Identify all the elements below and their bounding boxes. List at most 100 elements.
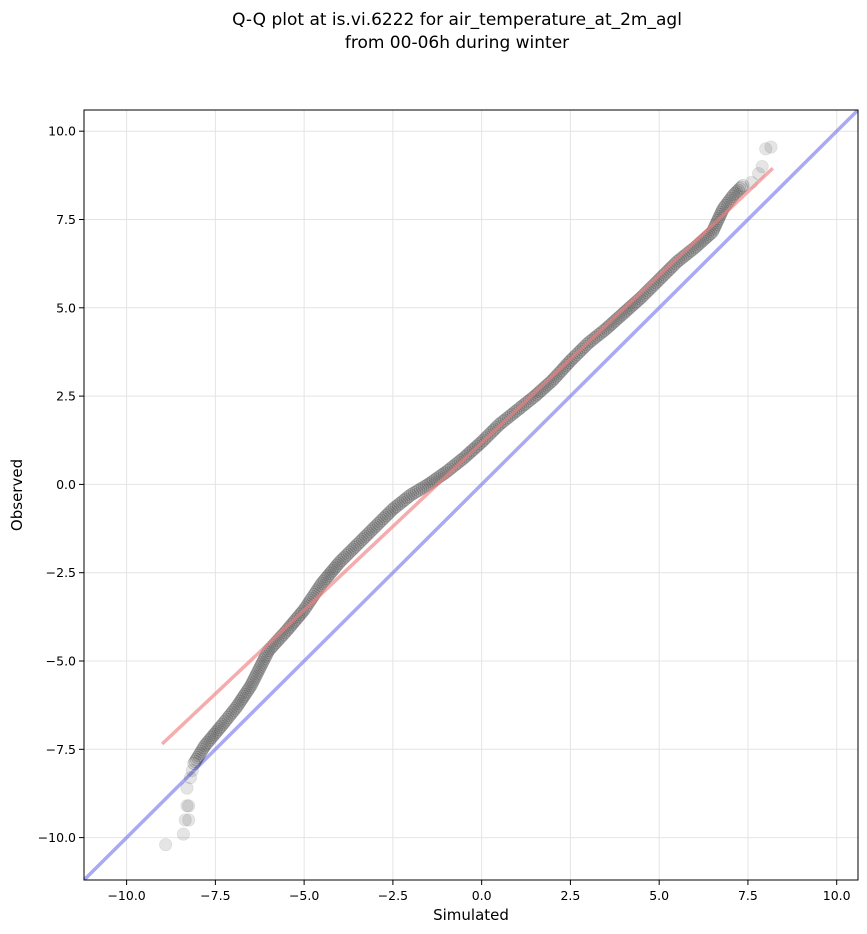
x-axis-label: Simulated — [433, 906, 509, 924]
identity-line — [84, 110, 858, 880]
quantile-point-226 — [524, 392, 538, 406]
quantile-point-358 — [728, 186, 742, 200]
quantile-point-114 — [333, 555, 347, 569]
quantile-point-103 — [318, 573, 332, 587]
tail-point-11 — [755, 159, 769, 174]
quantile-point-47 — [247, 673, 261, 687]
quantile-point-124 — [349, 539, 363, 553]
quantile-point-136 — [368, 520, 382, 534]
quantile-point-0 — [187, 756, 201, 771]
x-tick-label-6: 5.0 — [649, 888, 669, 903]
quantile-point-115 — [334, 553, 348, 568]
quantile-point-26 — [221, 710, 235, 725]
quantile-point-272 — [599, 322, 613, 336]
quantile-point-78 — [285, 617, 299, 632]
quantile-point-111 — [328, 560, 343, 574]
quantile-point-133 — [363, 525, 377, 539]
quantile-point-10 — [199, 737, 213, 751]
quantile-point-270 — [595, 325, 609, 339]
quantile-point-17 — [209, 726, 223, 740]
quantile-point-53 — [253, 661, 267, 675]
quantile-point-161 — [411, 483, 426, 497]
quantile-point-144 — [381, 507, 395, 521]
x-tick-label-3: −2.5 — [378, 888, 408, 903]
quantile-point-106 — [322, 568, 336, 582]
quantile-point-134 — [365, 523, 379, 537]
x-tick-label-2: −5.0 — [289, 888, 319, 903]
quantile-point-163 — [415, 481, 430, 495]
quantile-point-55 — [255, 657, 269, 671]
x-tick-label-8: 10.0 — [823, 888, 851, 903]
quantile-point-361 — [733, 182, 747, 196]
tail-point-1 — [176, 827, 191, 841]
quantile-point-162 — [413, 482, 428, 496]
quantile-point-58 — [258, 651, 272, 665]
y-tick-label-4: 0.0 — [56, 477, 76, 492]
quantile-point-160 — [409, 484, 424, 499]
quantile-point-22 — [215, 717, 230, 732]
quantile-point-120 — [342, 545, 356, 560]
quantile-point-140 — [374, 513, 389, 527]
quantile-point-14 — [204, 731, 219, 745]
quantile-point-9 — [198, 739, 212, 753]
quantile-point-148 — [388, 501, 402, 515]
x-tick-label-1: −7.5 — [200, 888, 230, 903]
quantile-point-143 — [379, 508, 394, 523]
quantile-point-135 — [366, 521, 381, 535]
quantile-point-3 — [191, 750, 205, 765]
quantile-point-146 — [384, 504, 398, 518]
quantile-point-132 — [362, 526, 376, 540]
quantile-point-28 — [224, 707, 238, 721]
quantile-point-316 — [670, 255, 684, 269]
y-tick-label-2: −5.0 — [46, 654, 76, 669]
quantile-point-5 — [193, 747, 207, 761]
plot-area — [84, 110, 858, 880]
quantile-point-51 — [251, 665, 265, 679]
tail-point-3 — [182, 813, 196, 827]
y-axis-label: Observed — [8, 459, 26, 531]
quantile-point-33 — [231, 698, 245, 712]
quantile-point-154 — [398, 492, 412, 506]
quantile-point-8 — [196, 741, 211, 755]
y-tick-label-1: −7.5 — [46, 742, 76, 757]
quantile-point-116 — [336, 552, 350, 566]
quantile-point-363 — [736, 179, 750, 193]
quantile-point-150 — [391, 498, 405, 512]
quantile-point-181 — [448, 458, 462, 472]
quantile-point-314 — [667, 258, 681, 272]
tail-point-12 — [759, 142, 773, 156]
quantile-point-159 — [407, 486, 422, 500]
quantile-point-355 — [724, 191, 738, 205]
quantile-point-18 — [210, 724, 224, 738]
quantile-point-24 — [218, 714, 232, 728]
quantile-point-11 — [200, 735, 215, 750]
x-tick-label-7: 7.5 — [738, 888, 758, 903]
tail-point-2 — [178, 813, 192, 827]
quantile-point-59 — [259, 649, 273, 663]
quantile-point-360 — [731, 183, 745, 197]
quantile-point-165 — [419, 478, 434, 493]
quantile-point-152 — [395, 495, 409, 509]
quantile-point-41 — [240, 684, 254, 698]
fit-line — [160, 167, 774, 746]
quantile-point-101 — [315, 576, 329, 590]
quantile-point-4 — [192, 748, 206, 763]
quantile-point-42 — [241, 682, 256, 696]
quantile-point-125 — [350, 537, 364, 552]
quantile-point-49 — [249, 669, 263, 683]
plot-marks — [84, 110, 858, 880]
y-tick-label-5: 2.5 — [56, 389, 76, 404]
quantile-point-110 — [327, 562, 341, 576]
quantile-point-315 — [668, 256, 682, 271]
quantile-point-156 — [402, 489, 416, 504]
quantile-point-46 — [246, 675, 260, 689]
y-tick-label-8: 10.0 — [48, 124, 76, 139]
quantile-point-128 — [355, 533, 369, 547]
quantile-point-356 — [725, 189, 740, 204]
quantile-point-19 — [211, 722, 225, 737]
quantile-point-359 — [730, 185, 744, 199]
quantile-point-122 — [345, 542, 360, 556]
quantile-point-153 — [396, 494, 411, 508]
quantile-point-104 — [319, 571, 333, 586]
quantile-point-52 — [252, 663, 266, 677]
